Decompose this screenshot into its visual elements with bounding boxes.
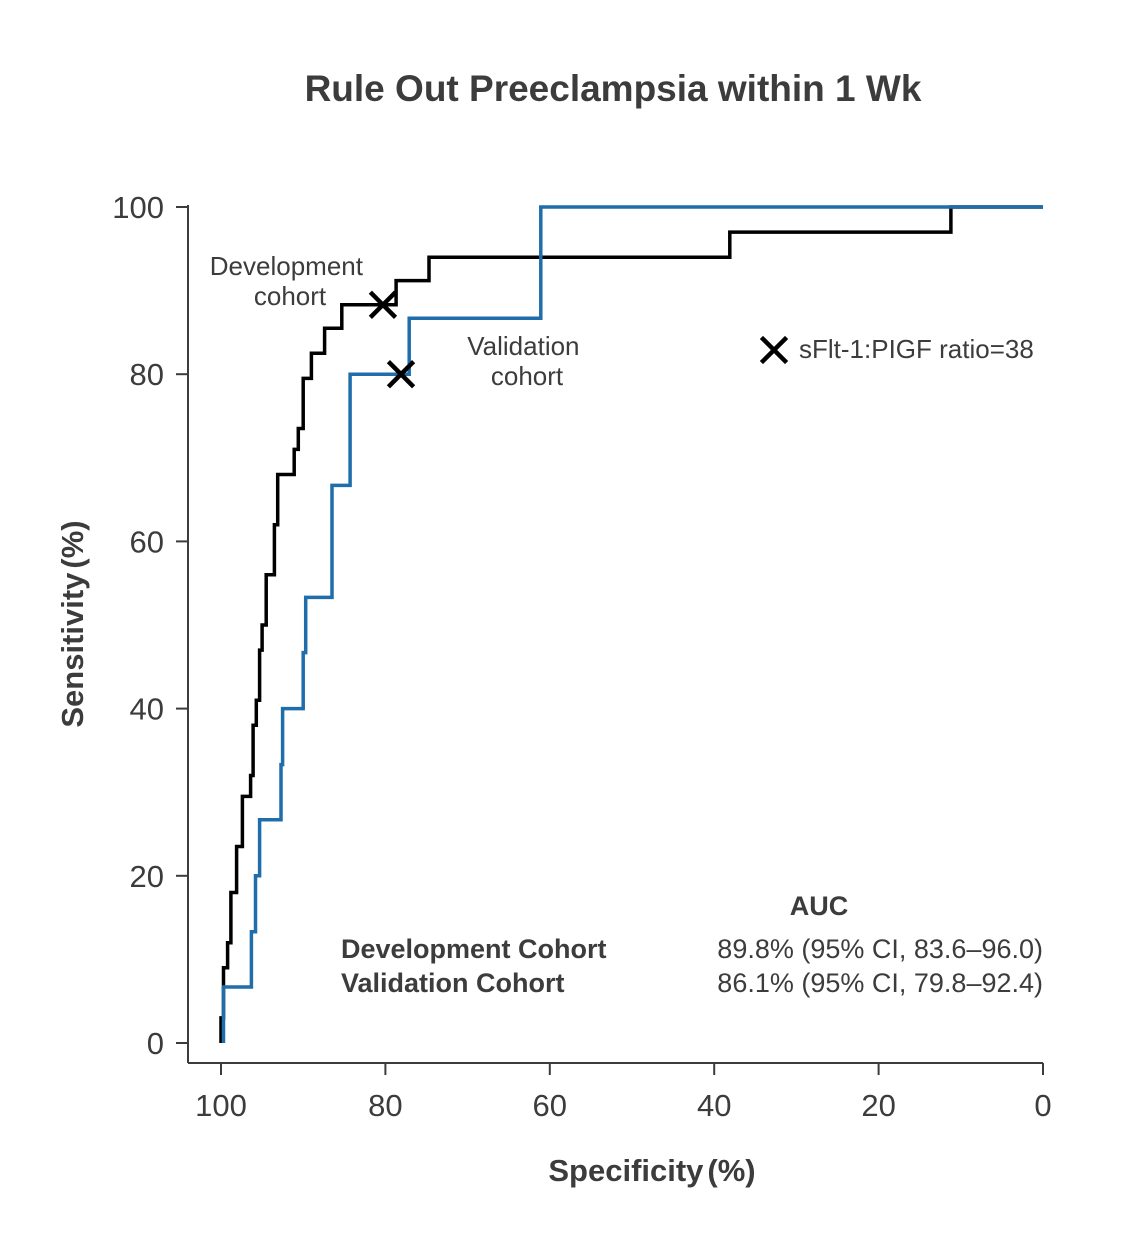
x-axis-label: Specificity (%) xyxy=(548,1153,755,1188)
auc-row-value-validation: 86.1% (95% CI, 79.8–92.4) xyxy=(717,968,1043,998)
x-tick-label: 0 xyxy=(1034,1088,1051,1123)
y-tick-label: 100 xyxy=(112,190,164,225)
auc-row-name-development: Development Cohort xyxy=(341,934,607,964)
series-label-validation: Validation cohort xyxy=(467,331,587,391)
series-label-validation-line1: Validation xyxy=(467,331,579,361)
y-tick-label: 40 xyxy=(130,692,164,727)
x-tick-label: 40 xyxy=(697,1088,731,1123)
marker-development xyxy=(368,290,398,319)
x-tick-label: 20 xyxy=(861,1088,895,1123)
y-tick-label: 20 xyxy=(130,859,164,894)
y-tick-label: 80 xyxy=(130,357,164,392)
series-line-validation xyxy=(221,205,1043,1043)
legend-label: sFlt-1:PIGF ratio=38 xyxy=(799,334,1034,364)
series-lines xyxy=(219,205,1043,1043)
x-ticks: 100 80 60 40 20 0 xyxy=(195,1063,1052,1123)
auc-table: AUC Development Cohort 89.8% (95% CI, 83… xyxy=(341,891,1043,998)
cutoff-markers xyxy=(368,290,416,389)
y-tick-label: 0 xyxy=(147,1026,164,1061)
x-axis-label-text: Specificity xyxy=(548,1153,704,1188)
series-label-development: Development cohort xyxy=(210,251,370,311)
auc-row-value-development: 89.8% (95% CI, 83.6–96.0) xyxy=(717,934,1043,964)
y-ticks: 0 20 40 60 80 100 xyxy=(112,190,188,1061)
auc-row-name-validation: Validation Cohort xyxy=(341,968,565,998)
y-axis-label-unit: (%) xyxy=(55,520,90,568)
y-axis-label-text: Sensitivity xyxy=(55,572,90,728)
series-line-development xyxy=(219,205,1043,1043)
chart-title: Rule Out Preeclampsia within 1 Wk xyxy=(305,68,922,109)
y-axis-label: Sensitivity (%) xyxy=(55,520,90,727)
x-tick-label: 100 xyxy=(195,1088,247,1123)
x-tick-label: 60 xyxy=(533,1088,567,1123)
legend: sFlt-1:PIGF ratio=38 xyxy=(759,334,1034,365)
series-label-development-line1: Development xyxy=(210,251,364,281)
x-axis-label-unit: (%) xyxy=(707,1153,755,1188)
series-label-validation-line2: cohort xyxy=(491,361,564,391)
x-tick-label: 80 xyxy=(368,1088,402,1123)
axes xyxy=(187,205,1043,1064)
series-label-development-line2: cohort xyxy=(254,281,327,311)
legend-x-icon xyxy=(759,335,789,365)
auc-header: AUC xyxy=(790,891,849,921)
marker-validation xyxy=(386,360,416,389)
y-tick-label: 60 xyxy=(130,524,164,559)
